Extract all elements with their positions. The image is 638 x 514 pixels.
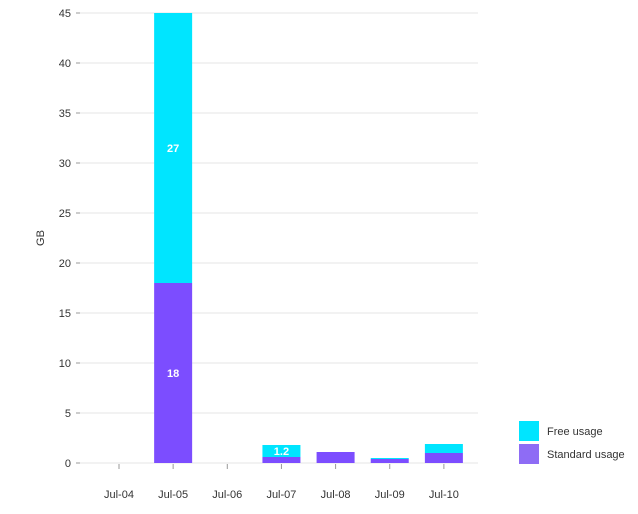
bar-segment <box>370 458 409 459</box>
bar-segment <box>424 444 463 453</box>
y-tick-label: 35 <box>59 108 71 120</box>
x-tick-label: Jul-07 <box>266 489 296 501</box>
x-tick-label: Jul-04 <box>104 489 134 501</box>
x-axis-ticks: Jul-04 Jul-05 Jul-06 Jul-07 Jul-08 Jul-09 Jul-… <box>104 464 459 501</box>
bar-segment <box>154 283 193 463</box>
y-tick-label: 30 <box>59 158 71 170</box>
bar-value-labels: 18 27 1.2 <box>167 143 289 458</box>
bar-segment <box>154 13 193 283</box>
y-tick-label: 25 <box>59 208 71 220</box>
y-tick-label: 15 <box>59 308 71 320</box>
legend: Free usage Standard usage <box>519 421 625 464</box>
y-tick-label: 45 <box>59 8 71 20</box>
y-axis-label: GB <box>35 230 47 246</box>
bar-value-label: 27 <box>167 143 179 155</box>
legend-swatch <box>519 421 539 441</box>
x-tick-label: Jul-08 <box>321 489 351 501</box>
y-tick-label: 40 <box>59 58 71 70</box>
x-tick-label: Jul-10 <box>429 489 459 501</box>
bar-segment <box>424 453 463 463</box>
legend-swatch <box>519 444 539 464</box>
legend-label: Free usage <box>547 426 603 438</box>
y-axis-ticks: 0 5 10 15 20 25 30 35 40 45 <box>59 8 80 470</box>
y-tick-label: 5 <box>65 408 71 420</box>
y-tick-label: 20 <box>59 258 71 270</box>
bars <box>154 13 463 463</box>
y-tick-label: 10 <box>59 358 71 370</box>
x-tick-label: Jul-05 <box>158 489 188 501</box>
bar-segment <box>316 452 355 463</box>
bar-value-label: 18 <box>167 368 179 380</box>
bar-segment <box>370 459 409 463</box>
legend-label: Standard usage <box>547 449 625 461</box>
x-tick-label: Jul-09 <box>375 489 405 501</box>
bar-segment <box>262 457 301 463</box>
bar-value-label: 1.2 <box>274 446 289 458</box>
gridlines <box>80 12 478 464</box>
bar-segment <box>262 445 301 457</box>
x-tick-label: Jul-06 <box>212 489 242 501</box>
y-tick-label: 0 <box>65 458 71 470</box>
